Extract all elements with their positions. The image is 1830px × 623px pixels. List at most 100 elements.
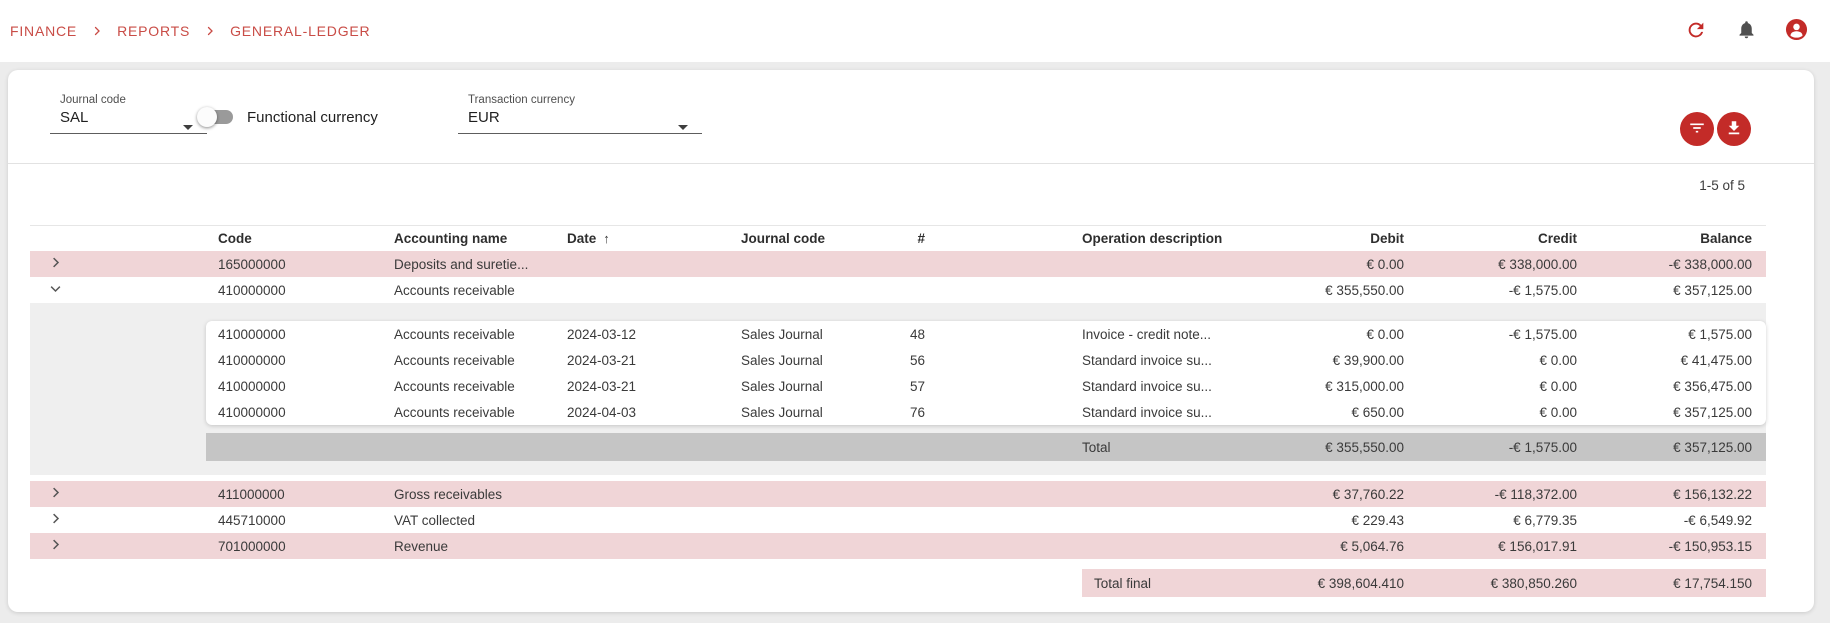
- cell-accounting-name: VAT collected: [394, 513, 567, 528]
- transaction-currency-select[interactable]: Transaction currency EUR: [458, 94, 702, 134]
- cell-code: 165000000: [218, 257, 394, 272]
- functional-currency-control: Functional currency: [201, 70, 378, 164]
- breadcrumb-general-ledger[interactable]: GENERAL-LEDGER: [230, 23, 370, 39]
- download-button[interactable]: [1717, 112, 1751, 146]
- cell-debit: € 355,550.00: [1240, 283, 1404, 298]
- cell-journal-code: Sales Journal: [741, 327, 900, 342]
- filter-icon: [1688, 119, 1706, 140]
- cell-debit: € 650.00: [1240, 405, 1404, 420]
- cell-debit: € 229.43: [1240, 513, 1404, 528]
- cell-number: 48: [900, 327, 925, 342]
- table-header-row: Code Accounting name Date↑ Journal code …: [30, 225, 1766, 251]
- cell-balance: € 357,125.00: [1577, 283, 1752, 298]
- cell-number: 57: [900, 379, 925, 394]
- column-header-debit: Debit: [1240, 231, 1404, 246]
- detail-total-row: Total € 355,550.00 -€ 1,575.00 € 357,125…: [206, 433, 1766, 461]
- account-button[interactable]: [1784, 19, 1808, 43]
- sort-ascending-icon: ↑: [603, 231, 610, 246]
- top-bar: FINANCE REPORTS GENERAL-LEDGER: [0, 0, 1830, 62]
- cell-code: 701000000: [218, 539, 394, 554]
- expanded-detail-panel: 410000000 Accounts receivable 2024-03-12…: [30, 303, 1766, 475]
- cell-operation-description: Standard invoice su...: [1082, 405, 1240, 420]
- cell-balance: € 356,475.00: [1577, 379, 1752, 394]
- cell-date: 2024-03-21: [567, 379, 741, 394]
- total-final-debit: € 398,604.410: [1240, 576, 1404, 591]
- cell-accounting-name: Deposits and suretie...: [394, 257, 567, 272]
- cell-accounting-name: Accounts receivable: [394, 327, 567, 342]
- cell-accounting-name: Accounts receivable: [394, 405, 567, 420]
- column-header-date[interactable]: Date ↑: [567, 231, 741, 246]
- cell-code: 410000000: [206, 405, 394, 420]
- cell-operation-description: Standard invoice su...: [1082, 379, 1240, 394]
- download-icon: [1725, 119, 1743, 140]
- date-header-label: Date: [567, 231, 596, 246]
- cell-credit: € 156,017.91: [1404, 539, 1577, 554]
- cell-debit: € 0.00: [1240, 257, 1404, 272]
- table-row-expanded: 410000000 Accounts receivable € 355,550.…: [30, 277, 1766, 303]
- refresh-icon: [1685, 19, 1707, 44]
- breadcrumb: FINANCE REPORTS GENERAL-LEDGER: [0, 23, 370, 39]
- cell-debit: € 39,900.00: [1240, 353, 1404, 368]
- breadcrumb-finance[interactable]: FINANCE: [10, 23, 77, 39]
- cell-journal-code: Sales Journal: [741, 379, 900, 394]
- cell-credit: -€ 118,372.00: [1404, 487, 1577, 502]
- cell-accounting-name: Accounts receivable: [394, 353, 567, 368]
- cell-number: 56: [900, 353, 925, 368]
- table-row: 165000000 Deposits and suretie... € 0.00…: [30, 251, 1766, 277]
- expand-row-button[interactable]: [44, 483, 66, 505]
- table-row: 411000000 Gross receivables € 37,760.22 …: [30, 481, 1766, 507]
- chevron-right-icon: [48, 511, 63, 529]
- expand-row-button[interactable]: [44, 535, 66, 557]
- expand-row-button[interactable]: [44, 509, 66, 531]
- functional-currency-toggle[interactable]: [201, 110, 233, 124]
- toggle-knob: [197, 107, 217, 127]
- transaction-currency-value: EUR: [458, 106, 702, 134]
- filter-bar: Journal code SAL Functional currency Tra…: [8, 70, 1814, 164]
- filter-button[interactable]: [1680, 112, 1714, 146]
- cell-credit: € 0.00: [1404, 379, 1577, 394]
- column-header-number: #: [900, 231, 925, 246]
- detail-row: 410000000 Accounts receivable 2024-03-21…: [206, 373, 1766, 399]
- functional-currency-label: Functional currency: [247, 109, 378, 126]
- collapse-row-button[interactable]: [44, 279, 66, 301]
- cell-code: 411000000: [218, 487, 394, 502]
- pagination-label: 1-5 of 5: [8, 178, 1814, 196]
- cell-balance: € 1,575.00: [1577, 327, 1752, 342]
- detail-card: 410000000 Accounts receivable 2024-03-12…: [206, 321, 1766, 425]
- detail-row: 410000000 Accounts receivable 2024-04-03…: [206, 399, 1766, 425]
- breadcrumb-separator-icon: [204, 25, 216, 37]
- cell-date: 2024-04-03: [567, 405, 741, 420]
- notifications-button[interactable]: [1734, 19, 1758, 43]
- chevron-right-icon: [48, 485, 63, 503]
- breadcrumb-separator-icon: [91, 25, 103, 37]
- cell-code: 410000000: [206, 379, 394, 394]
- journal-code-select[interactable]: Journal code SAL: [50, 94, 207, 134]
- total-final-credit: € 380,850.260: [1404, 576, 1577, 591]
- column-header-code: Code: [218, 231, 394, 246]
- cell-code: 445710000: [218, 513, 394, 528]
- cell-balance: -€ 150,953.15: [1577, 539, 1752, 554]
- account-icon: [1785, 18, 1808, 44]
- cell-debit: € 0.00: [1240, 327, 1404, 342]
- refresh-button[interactable]: [1684, 19, 1708, 43]
- cell-code: 410000000: [206, 327, 394, 342]
- cell-accounting-name: Accounts receivable: [394, 283, 567, 298]
- cell-accounting-name: Accounts receivable: [394, 379, 567, 394]
- journal-code-label: Journal code: [50, 94, 207, 106]
- table-row: 445710000 VAT collected € 229.43 € 6,779…: [30, 507, 1766, 533]
- total-final-balance: € 17,754.150: [1577, 576, 1752, 591]
- column-header-operation-description: Operation description: [1082, 231, 1240, 246]
- breadcrumb-reports[interactable]: REPORTS: [117, 23, 190, 39]
- column-header-accounting-name: Accounting name: [394, 231, 567, 246]
- cell-balance: € 156,132.22: [1577, 487, 1752, 502]
- expand-row-button[interactable]: [44, 253, 66, 275]
- detail-total-debit: € 355,550.00: [1240, 440, 1404, 455]
- cell-credit: € 338,000.00: [1404, 257, 1577, 272]
- cell-journal-code: Sales Journal: [741, 353, 900, 368]
- cell-credit: -€ 1,575.00: [1404, 327, 1577, 342]
- column-header-journal-code: Journal code: [741, 231, 900, 246]
- column-header-balance: Balance: [1577, 231, 1752, 246]
- chevron-right-icon: [48, 255, 63, 273]
- detail-total-label: Total: [1082, 440, 1240, 455]
- chevron-right-icon: [48, 537, 63, 555]
